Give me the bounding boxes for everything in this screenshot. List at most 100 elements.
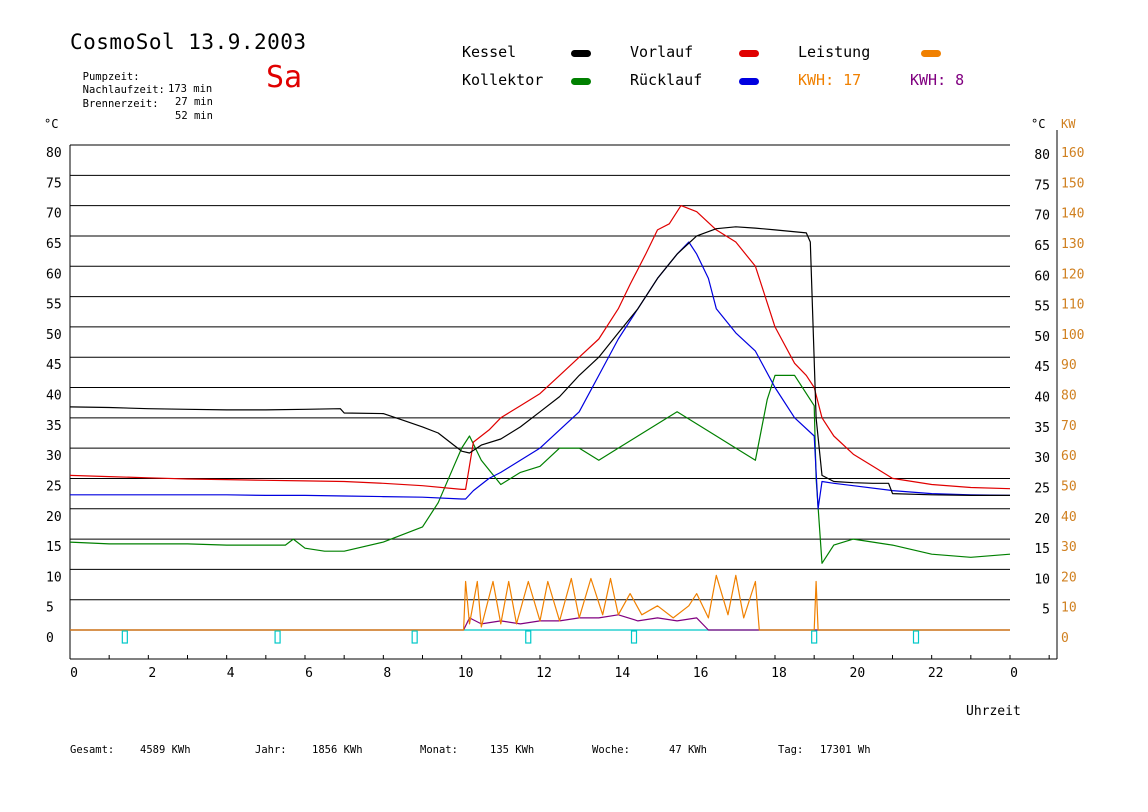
x-tick-label: 2 [148, 666, 156, 681]
footer-label: Jahr: [255, 744, 287, 756]
kwh-total-orange: KWH: 17 [798, 71, 862, 89]
footer-woche: Woche: 47 KWh [592, 744, 707, 756]
series-line-leistung [70, 574, 1010, 631]
chart-title: CosmoSol 13.9.2003 [70, 30, 307, 54]
x-tick-label: 0 [70, 666, 78, 681]
y-tick-label-right-c: 10 [1034, 572, 1050, 587]
y-tick-label-left: 60 [46, 267, 62, 282]
footer-label: Woche: [592, 744, 630, 756]
footer-value: 47 KWh [669, 744, 707, 756]
pump-marker [525, 630, 532, 644]
x-axis-label: Uhrzeit [966, 704, 1021, 719]
x-tick-label: 4 [227, 666, 235, 681]
legend-leistung-swatch [921, 50, 941, 57]
y-tick-label-right-kw: 50 [1061, 479, 1077, 494]
y-tick-label-right-kw: 40 [1061, 510, 1077, 525]
x-tick-label: 12 [536, 666, 552, 681]
x-tick-label: 6 [305, 666, 313, 681]
kwh-total-purple: KWH: 8 [910, 71, 965, 89]
y-tick-label-right-kw: 90 [1061, 358, 1077, 373]
series-line-rücklauf [70, 241, 1011, 510]
x-tick-label: 20 [850, 666, 866, 681]
x-tick-label: 10 [458, 666, 474, 681]
y-tick-label-right-c: 80 [1034, 148, 1050, 163]
footer-label: Tag: [778, 744, 804, 756]
stat-value: 52 min [175, 110, 213, 122]
y-axis-unit-right-kw: KW [1061, 117, 1076, 131]
series-line-kessel [69, 226, 1010, 496]
y-tick-label-right-c: 50 [1034, 330, 1050, 345]
footer-jahr: Jahr: 1856 KWh [255, 744, 363, 756]
weekday-label: Sa [266, 60, 303, 95]
y-tick-label-right-c: 30 [1034, 451, 1050, 466]
footer-value: 135 KWh [490, 744, 535, 756]
y-tick-label-left: 5 [46, 601, 54, 616]
y-tick-label-right-kw: 110 [1061, 298, 1084, 313]
legend-vorlauf-label: Vorlauf [630, 43, 694, 61]
y-tick-label-right-c: 45 [1034, 360, 1050, 375]
stat-label: Nachlaufzeit: [82, 84, 165, 96]
y-tick-label-right-kw: 60 [1061, 449, 1077, 464]
y-tick-label-right-kw: 70 [1061, 419, 1077, 434]
footer-label: Gesamt: [70, 744, 115, 756]
stat-brennerzeit: Brennerzeit: 52 min [70, 86, 213, 122]
y-tick-label-left: 55 [46, 298, 62, 313]
y-tick-label-left: 15 [46, 540, 62, 555]
y-tick-label-left: 20 [46, 510, 62, 525]
y-tick-label-right-kw: 80 [1061, 389, 1077, 404]
y-tick-label-left: 65 [46, 237, 62, 252]
x-tick-label: 22 [928, 666, 944, 681]
pump-marker [411, 630, 418, 644]
pump-marker [274, 630, 281, 644]
y-tick-label-right-c: 40 [1034, 391, 1050, 406]
y-tick-label-right-c: 60 [1034, 269, 1050, 284]
y-tick-label-left: 70 [46, 207, 62, 222]
y-tick-label-left: 50 [46, 328, 62, 343]
pump-marker [121, 630, 128, 644]
x-tick-label: 18 [771, 666, 787, 681]
footer-label: Monat: [420, 744, 458, 756]
y-tick-label-left: 35 [46, 419, 62, 434]
y-tick-label-right-kw: 30 [1061, 540, 1077, 555]
series-line-kollektor [69, 374, 1011, 564]
stat-pumpzeit: Pumpzeit: 173 min [70, 59, 213, 95]
y-tick-label-right-c: 20 [1034, 512, 1050, 527]
y-tick-label-right-kw: 0 [1061, 631, 1069, 646]
legend-kessel-label: Kessel [462, 43, 517, 61]
x-tick-label: 16 [693, 666, 709, 681]
footer-monat: Monat: 135 KWh [420, 744, 534, 756]
legend-ruecklauf-swatch [739, 78, 759, 85]
x-tick-label: 0 [1010, 666, 1018, 681]
y-tick-label-right-c: 5 [1042, 603, 1050, 618]
y-tick-label-right-c: 70 [1034, 209, 1050, 224]
legend-kollektor-swatch [571, 78, 591, 85]
y-tick-label-right-c: 15 [1034, 542, 1050, 557]
footer-gesamt: Gesamt: 4589 KWh [70, 744, 191, 756]
legend-leistung-label: Leistung [798, 43, 871, 61]
stat-nachlaufzeit: Nachlaufzeit: 27 min [70, 72, 213, 108]
y-tick-label-right-c: 65 [1034, 239, 1050, 254]
y-tick-label-right-kw: 10 [1061, 601, 1077, 616]
y-tick-label-right-kw: 150 [1061, 176, 1084, 191]
stat-value: 27 min [175, 96, 213, 108]
y-axis-unit-right-c: °C [1031, 117, 1045, 131]
y-tick-label-right-kw: 120 [1061, 267, 1084, 282]
stat-label: Brennerzeit: [82, 98, 159, 110]
y-tick-label-right-c: 55 [1034, 300, 1050, 315]
stat-label: Pumpzeit: [82, 71, 140, 83]
y-tick-label-right-c: 25 [1034, 481, 1050, 496]
pump-marker [630, 630, 638, 644]
y-tick-label-left: 40 [46, 389, 62, 404]
series-line-leistung2 [70, 614, 1010, 631]
y-tick-label-left: 0 [46, 631, 54, 646]
y-tick-label-left: 80 [46, 146, 62, 161]
legend-ruecklauf-label: Rücklauf [630, 71, 703, 89]
y-tick-label-right-kw: 100 [1061, 328, 1084, 343]
y-tick-label-right-kw: 20 [1061, 570, 1077, 585]
y-tick-label-left: 75 [46, 176, 62, 191]
y-tick-label-left: 10 [46, 570, 62, 585]
y-tick-label-right-kw: 160 [1061, 146, 1084, 161]
x-tick-label: 8 [383, 666, 391, 681]
y-axis-unit-left: °C [44, 117, 58, 131]
